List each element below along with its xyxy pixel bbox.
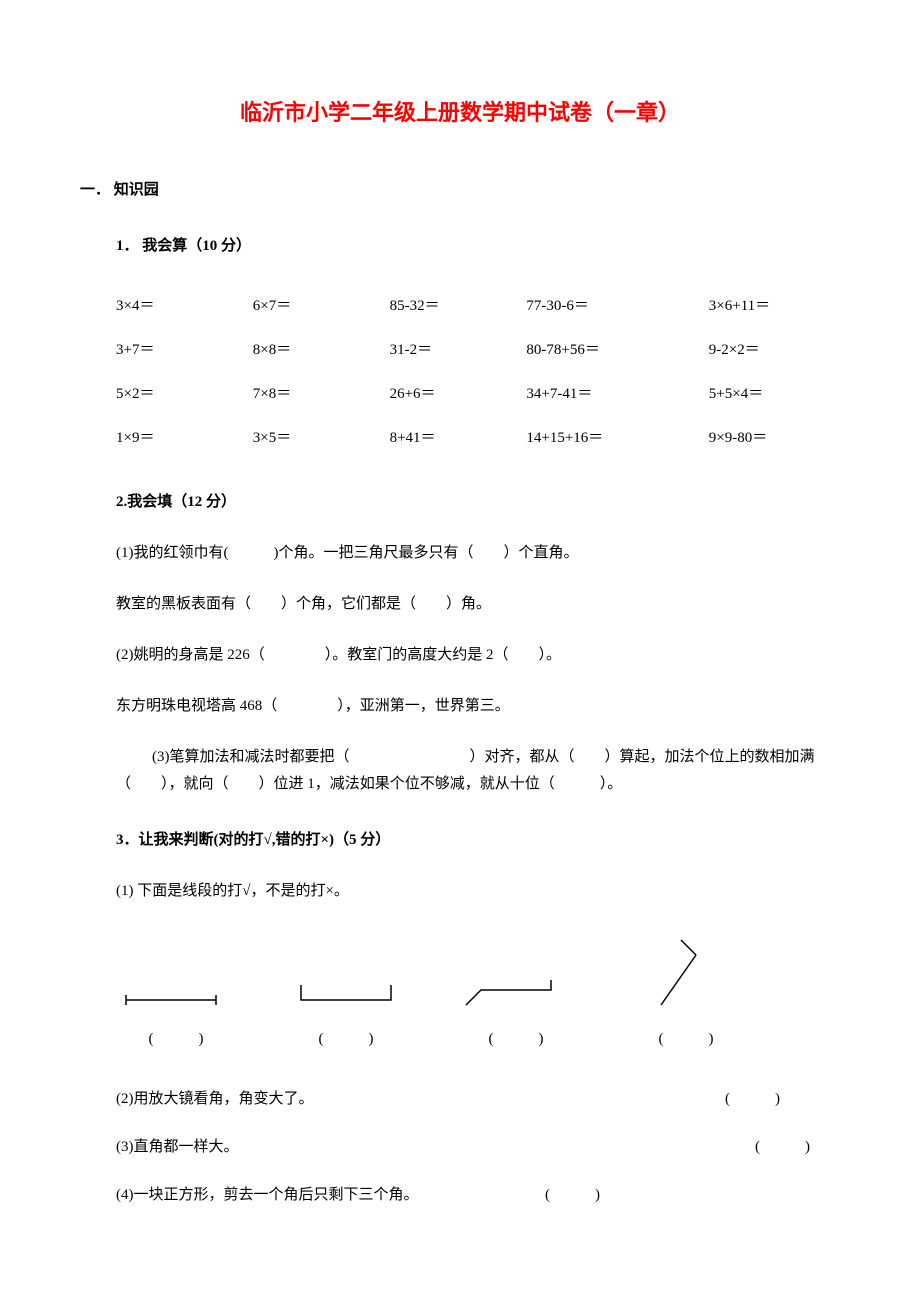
judge-q4-paren: ( )	[545, 1183, 600, 1207]
calc-table: 3×4＝ 6×7＝ 85-32＝ 77-30-6＝ 3×6+11＝ 3+7＝ 8…	[116, 284, 876, 460]
shapes-row: ( ) ( ) ( ) ( )	[116, 935, 840, 1051]
shape-item-3: ( )	[456, 935, 576, 1051]
fill-q1a: (1)我的红领巾有( )个角。一把三角尺最多只有（ ）个直角。	[116, 540, 840, 567]
shape-item-1: ( )	[116, 935, 236, 1051]
fill-q3: (3)笔算加法和减法时都要把（ ）对齐，都从（ ）算起，加法个位上的数相加满（ …	[116, 744, 840, 798]
shape-item-4: ( )	[626, 935, 746, 1051]
calc-cell: 34+7-41＝	[526, 372, 708, 416]
calc-cell: 14+15+16＝	[526, 416, 708, 460]
judge-q4-text: (4)一块正方形，剪去一个角后只剩下三个角。	[116, 1183, 419, 1207]
judge-q3: (3)直角都一样大。 ( )	[116, 1135, 840, 1159]
open-rect-icon	[286, 935, 406, 1015]
sub-2-heading: 2.我会填（12 分）	[116, 490, 840, 514]
fill-q2b: 东方明珠电视塔高 468（ ），亚洲第一，世界第三。	[116, 693, 840, 720]
calc-cell: 80-78+56＝	[526, 328, 708, 372]
judge-q3-paren: ( )	[755, 1135, 810, 1159]
paren-label: ( )	[149, 1027, 204, 1051]
page-title: 临沂市小学二年级上册数学期中试卷（一章）	[80, 95, 840, 130]
calc-cell: 3×6+11＝	[709, 284, 876, 328]
calc-row: 3×4＝ 6×7＝ 85-32＝ 77-30-6＝ 3×6+11＝	[116, 284, 876, 328]
calc-cell: 3×5＝	[253, 416, 390, 460]
angle-lines-icon	[626, 935, 746, 1015]
calc-cell: 85-32＝	[390, 284, 527, 328]
fill-blank-items: (1)我的红领巾有( )个角。一把三角尺最多只有（ ）个直角。 教室的黑板表面有…	[116, 540, 840, 798]
calc-row: 5×2＝ 7×8＝ 26+6＝ 34+7-41＝ 5+5×4＝	[116, 372, 876, 416]
fill-q2a: (2)姚明的身高是 226（ ）。教室门的高度大约是 2（ ）。	[116, 642, 840, 669]
calc-cell: 77-30-6＝	[526, 284, 708, 328]
sub-3-heading: 3．让我来判断(对的打√,错的打×)（5 分）	[116, 828, 840, 852]
sub-1-heading: 1． 我会算（10 分）	[116, 234, 840, 258]
judge-items: (2)用放大镜看角，角变大了。 ( ) (3)直角都一样大。 ( ) (4)一块…	[116, 1087, 840, 1207]
judge-q2-paren: ( )	[725, 1087, 780, 1111]
calc-cell: 1×9＝	[116, 416, 253, 460]
judge-section: (1) 下面是线段的打√，不是的打×。	[116, 878, 840, 905]
calc-cell: 7×8＝	[253, 372, 390, 416]
calc-row: 1×9＝ 3×5＝ 8+41＝ 14+15+16＝ 9×9-80＝	[116, 416, 876, 460]
calc-cell: 8×8＝	[253, 328, 390, 372]
calc-cell: 5×2＝	[116, 372, 253, 416]
step-line-icon	[456, 935, 576, 1015]
paren-label: ( )	[489, 1027, 544, 1051]
calc-cell: 26+6＝	[390, 372, 527, 416]
judge-q1-intro: (1) 下面是线段的打√，不是的打×。	[116, 878, 840, 905]
paren-label: ( )	[659, 1027, 714, 1051]
shape-item-2: ( )	[286, 935, 406, 1051]
calc-cell: 9×9-80＝	[709, 416, 876, 460]
line-segment-icon	[116, 935, 236, 1015]
fill-q1b: 教室的黑板表面有（ ）个角，它们都是（ ）角。	[116, 591, 840, 618]
calc-cell: 9-2×2＝	[709, 328, 876, 372]
calc-cell: 3×4＝	[116, 284, 253, 328]
paren-label: ( )	[319, 1027, 374, 1051]
judge-q3-text: (3)直角都一样大。	[116, 1135, 239, 1159]
calc-cell: 8+41＝	[390, 416, 527, 460]
judge-q4: (4)一块正方形，剪去一个角后只剩下三个角。 ( )	[116, 1183, 840, 1207]
calc-row: 3+7＝ 8×8＝ 31-2＝ 80-78+56＝ 9-2×2＝	[116, 328, 876, 372]
calc-cell: 6×7＝	[253, 284, 390, 328]
calc-cell: 3+7＝	[116, 328, 253, 372]
section-1-heading: 一． 知识园	[80, 178, 840, 202]
calc-cell: 5+5×4＝	[709, 372, 876, 416]
judge-q2: (2)用放大镜看角，角变大了。 ( )	[116, 1087, 840, 1111]
judge-q2-text: (2)用放大镜看角，角变大了。	[116, 1087, 314, 1111]
calc-cell: 31-2＝	[390, 328, 527, 372]
